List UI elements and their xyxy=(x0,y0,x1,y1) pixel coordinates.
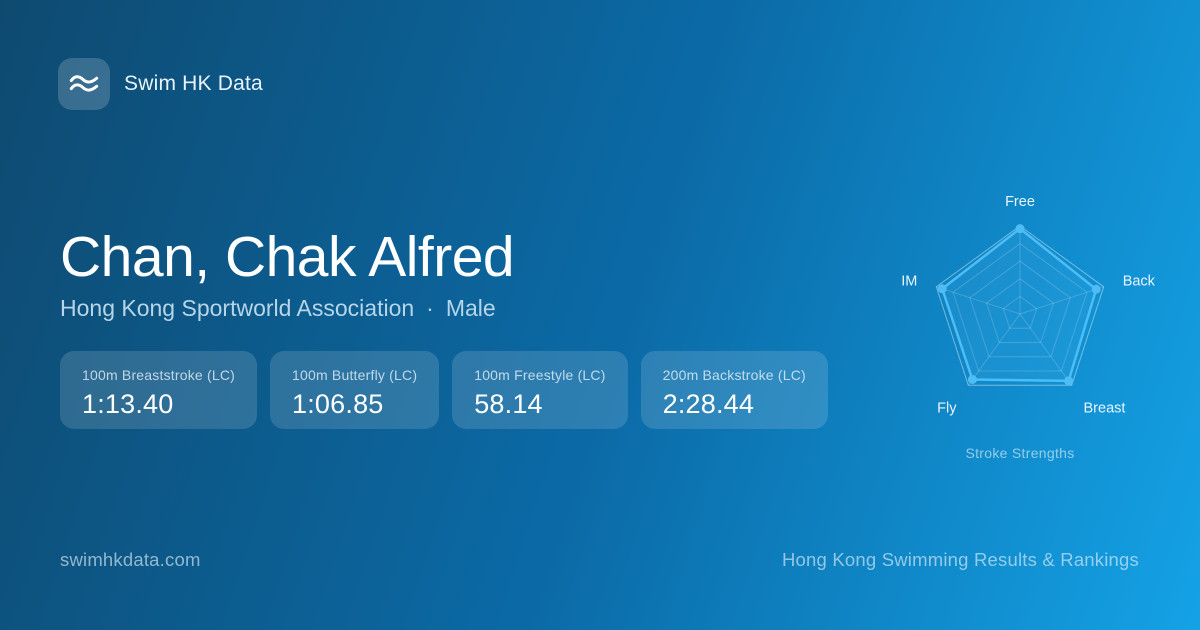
radar-spoke xyxy=(1019,313,1073,386)
stat-label: 100m Butterfly (LC) xyxy=(292,367,418,383)
radar-spoke xyxy=(1019,286,1104,315)
footer-url: swimhkdata.com xyxy=(60,549,201,570)
stat-value: 58.14 xyxy=(474,389,543,419)
radar-grid-ring xyxy=(952,242,1088,372)
stat-card-freestyle: 100m Freestyle (LC) 58.14 xyxy=(452,351,628,429)
radar-axis-label: Breast xyxy=(1084,400,1126,416)
stat-value: 1:06.85 xyxy=(292,389,384,419)
stat-card-breaststroke: 100m Breaststroke (LC) 1:13.40 xyxy=(60,351,258,429)
radar-axis-label: Back xyxy=(1123,274,1156,290)
athlete-name: Chan, Chak Alfred xyxy=(60,225,515,289)
athlete-club: Hong Kong Sportworld Association xyxy=(60,295,415,321)
radar-data-point xyxy=(1015,224,1025,234)
stat-label: 100m Breaststroke (LC) xyxy=(82,367,236,383)
radar-spoke xyxy=(967,313,1021,386)
radar-grid-ring xyxy=(935,225,1105,386)
radar-data-point xyxy=(937,284,947,294)
stat-value: 2:28.44 xyxy=(662,389,755,419)
stats-row: 100m Breaststroke (LC) 1:13.40 100m Butt… xyxy=(60,351,828,429)
athlete-gender: Male xyxy=(445,295,496,321)
stat-value: 1:13.40 xyxy=(82,389,174,419)
athlete-subtitle: Hong Kong Sportworld Association · Male xyxy=(60,297,496,320)
radar-grid-ring xyxy=(1002,295,1038,329)
stat-label: 200m Backstroke (LC) xyxy=(662,367,806,383)
separator-dot: · xyxy=(426,295,434,321)
radar-data-point xyxy=(1091,284,1101,294)
footer-tagline: Hong Kong Swimming Results & Rankings xyxy=(781,549,1139,570)
radar-data-polygon xyxy=(940,227,1098,383)
stat-card-backstroke: 200m Backstroke (LC) 2:28.44 xyxy=(640,351,828,429)
radar-axis-label: IM xyxy=(901,274,917,290)
radar-data-point xyxy=(967,374,977,384)
stroke-strengths-radar: Free Back Breast Fly IM xyxy=(901,194,1156,416)
radar-grid-ring xyxy=(969,260,1071,358)
brand-name: Swim HK Data xyxy=(124,72,263,95)
stroke-strengths-chart: Free Back Breast Fly IM xyxy=(870,164,1170,464)
radar-axis-label: Free xyxy=(1005,194,1035,210)
chart-caption: Stroke Strengths xyxy=(965,445,1075,461)
waves-icon xyxy=(69,75,99,92)
stat-label: 100m Freestyle (LC) xyxy=(474,367,606,383)
radar-data-point xyxy=(1064,376,1074,386)
radar-grid-ring xyxy=(985,278,1055,343)
brand-header: Swim HK Data xyxy=(58,58,263,110)
radar-spoke xyxy=(936,286,1021,315)
brand-logo xyxy=(58,58,110,110)
stat-card-butterfly: 100m Butterfly (LC) 1:06.85 xyxy=(270,351,440,429)
radar-axis-label: Fly xyxy=(937,400,957,416)
